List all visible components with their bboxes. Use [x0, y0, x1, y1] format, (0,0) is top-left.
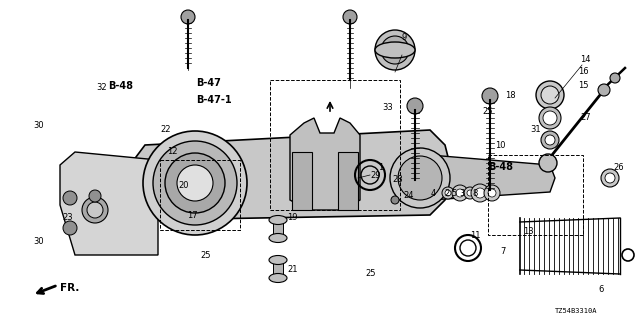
- Circle shape: [605, 173, 615, 183]
- Circle shape: [177, 165, 213, 201]
- Text: 25: 25: [200, 251, 211, 260]
- Bar: [273, 260, 283, 278]
- Bar: [160, 160, 240, 230]
- Circle shape: [482, 88, 498, 104]
- Text: TZ54B3310A: TZ54B3310A: [555, 308, 598, 314]
- Circle shape: [391, 196, 399, 204]
- Text: 25: 25: [365, 268, 376, 277]
- Text: 1: 1: [378, 163, 383, 172]
- Circle shape: [536, 81, 564, 109]
- Circle shape: [398, 156, 442, 200]
- Text: 19: 19: [287, 213, 298, 222]
- Circle shape: [471, 184, 489, 202]
- Text: 5: 5: [451, 188, 456, 197]
- Circle shape: [543, 111, 557, 125]
- Circle shape: [445, 190, 451, 196]
- Text: 4: 4: [431, 188, 436, 197]
- Text: 13: 13: [523, 228, 534, 236]
- Circle shape: [63, 191, 77, 205]
- Circle shape: [452, 185, 468, 201]
- Polygon shape: [125, 130, 450, 220]
- Bar: [488, 155, 583, 235]
- Bar: [338, 152, 358, 210]
- Circle shape: [484, 185, 500, 201]
- Circle shape: [63, 221, 77, 235]
- Text: 2: 2: [444, 188, 449, 197]
- Text: 25: 25: [482, 108, 493, 116]
- Circle shape: [488, 189, 496, 197]
- Text: 12: 12: [167, 148, 177, 156]
- Circle shape: [390, 148, 450, 208]
- Circle shape: [89, 190, 101, 202]
- Circle shape: [541, 86, 559, 104]
- Circle shape: [467, 190, 473, 196]
- Circle shape: [143, 131, 247, 235]
- Circle shape: [541, 131, 559, 149]
- Circle shape: [601, 169, 619, 187]
- Ellipse shape: [269, 255, 287, 265]
- Circle shape: [87, 202, 103, 218]
- Text: 15: 15: [578, 81, 589, 90]
- Circle shape: [545, 135, 555, 145]
- Ellipse shape: [375, 42, 415, 58]
- Ellipse shape: [269, 274, 287, 283]
- Circle shape: [598, 84, 610, 96]
- Circle shape: [165, 153, 225, 213]
- Ellipse shape: [269, 234, 287, 243]
- Text: 31: 31: [530, 125, 541, 134]
- Text: 30: 30: [33, 236, 44, 245]
- Text: 32: 32: [96, 84, 107, 92]
- Circle shape: [343, 10, 357, 24]
- Circle shape: [442, 187, 454, 199]
- Text: 29: 29: [370, 171, 381, 180]
- Text: 8: 8: [472, 188, 477, 197]
- Circle shape: [375, 30, 415, 70]
- Polygon shape: [60, 152, 158, 255]
- Circle shape: [82, 197, 108, 223]
- Circle shape: [475, 188, 485, 198]
- Circle shape: [610, 73, 620, 83]
- Text: 10: 10: [495, 140, 506, 149]
- Text: B-47-1: B-47-1: [196, 95, 232, 105]
- Text: 22: 22: [160, 125, 170, 134]
- Circle shape: [539, 154, 557, 172]
- Text: 16: 16: [578, 68, 589, 76]
- Text: 9: 9: [402, 34, 407, 43]
- Circle shape: [539, 107, 561, 129]
- Text: 26: 26: [613, 164, 623, 172]
- Text: FR.: FR.: [60, 283, 79, 293]
- Text: 24: 24: [403, 191, 413, 201]
- Text: 14: 14: [580, 55, 591, 65]
- Text: 21: 21: [287, 266, 298, 275]
- Text: 27: 27: [580, 114, 591, 123]
- Bar: [273, 220, 283, 238]
- Text: B-48: B-48: [488, 162, 513, 172]
- Polygon shape: [290, 118, 360, 210]
- Circle shape: [153, 141, 237, 225]
- Bar: [292, 152, 312, 210]
- Polygon shape: [430, 155, 555, 200]
- Text: B-47: B-47: [196, 78, 221, 88]
- Text: 6: 6: [598, 285, 604, 294]
- Text: 11: 11: [470, 230, 481, 239]
- Circle shape: [181, 10, 195, 24]
- Text: 28: 28: [392, 175, 403, 185]
- Text: 33: 33: [382, 102, 393, 111]
- Text: 23: 23: [62, 213, 72, 222]
- Text: B-48: B-48: [108, 81, 133, 91]
- Text: 17: 17: [187, 211, 198, 220]
- Circle shape: [456, 189, 464, 197]
- Circle shape: [407, 98, 423, 114]
- Text: 7: 7: [500, 247, 506, 257]
- Text: 3: 3: [459, 188, 465, 197]
- Text: 30: 30: [33, 122, 44, 131]
- Text: 20: 20: [178, 180, 189, 189]
- Text: 18: 18: [505, 92, 516, 100]
- Bar: [270, 80, 400, 210]
- Circle shape: [464, 187, 476, 199]
- Ellipse shape: [269, 215, 287, 225]
- Circle shape: [381, 36, 409, 64]
